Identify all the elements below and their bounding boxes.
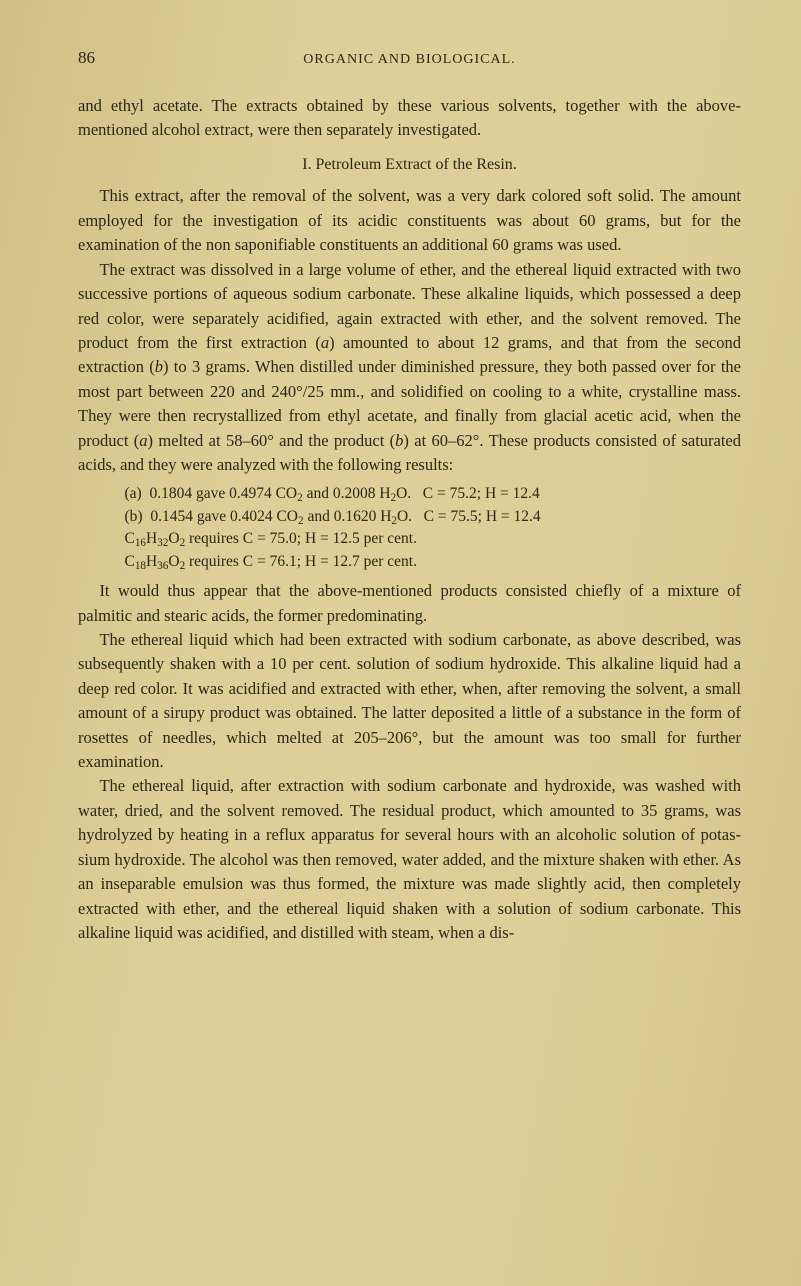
text-run: and 0.2008 H [303,485,391,502]
text-run: H [146,530,157,547]
subscript: 18 [135,560,146,572]
subscript: 16 [135,537,146,549]
text-run: O. C = 75.5; H = 12.4 [397,508,541,525]
text-run: O. C = 75.2; H = 12.4 [396,485,540,502]
text-run: H [146,553,157,570]
text-run: C [125,553,135,570]
subscript: 32 [157,537,168,549]
text-run: O [168,530,179,547]
text-run: ) melted at 58–60° and the product ( [148,431,396,450]
text-run: requires C = 75.0; H = 12.5 per cent. [185,530,417,547]
paragraph: The ethereal liquid, after extraction wi… [78,774,741,945]
paragraph: It would thus appear that the above-ment… [78,579,741,628]
text-run: requires C = 76.1; H = 12.7 per cent. [185,553,417,570]
paragraph: The extract was dissolved in a large vol… [78,258,741,478]
text-run: (b) 0.1454 gave 0.4024 CO [125,508,299,525]
var-a: a [321,333,329,352]
formula-line-a: (a) 0.1804 gave 0.4974 CO2 and 0.2008 H2… [125,483,742,505]
formula-line-c: C16H32O2 requires C = 75.0; H = 12.5 per… [125,528,742,550]
scanned-page: 86 ORGANIC AND BIOLOGICAL. and ethyl ace… [0,0,801,1286]
paragraph-continuation: and ethyl acetate. The extracts obtained… [78,94,741,143]
paragraph: The ethereal liquid which had been extra… [78,628,741,774]
section-heading: I. Petroleum Extract of the Resin. [78,153,741,177]
subscript: 36 [157,560,168,572]
paragraph: This extract, after the removal of the s… [78,184,741,257]
page-header: 86 ORGANIC AND BIOLOGICAL. [78,48,741,68]
var-b: b [155,357,163,376]
text-run: and 0.1620 H [304,508,392,525]
text-run: C [125,530,135,547]
analysis-results: (a) 0.1804 gave 0.4974 CO2 and 0.2008 H2… [125,483,742,573]
text-run: (a) 0.1804 gave 0.4974 CO [125,485,298,502]
var-a: a [139,431,147,450]
body-text: and ethyl acetate. The extracts obtained… [78,94,741,945]
formula-line-d: C18H36O2 requires C = 76.1; H = 12.7 per… [125,551,742,573]
running-head: ORGANIC AND BIOLOGICAL. [118,52,741,68]
text-run: O [168,553,179,570]
page-number: 86 [78,48,118,68]
formula-line-b: (b) 0.1454 gave 0.4024 CO2 and 0.1620 H2… [125,506,742,528]
